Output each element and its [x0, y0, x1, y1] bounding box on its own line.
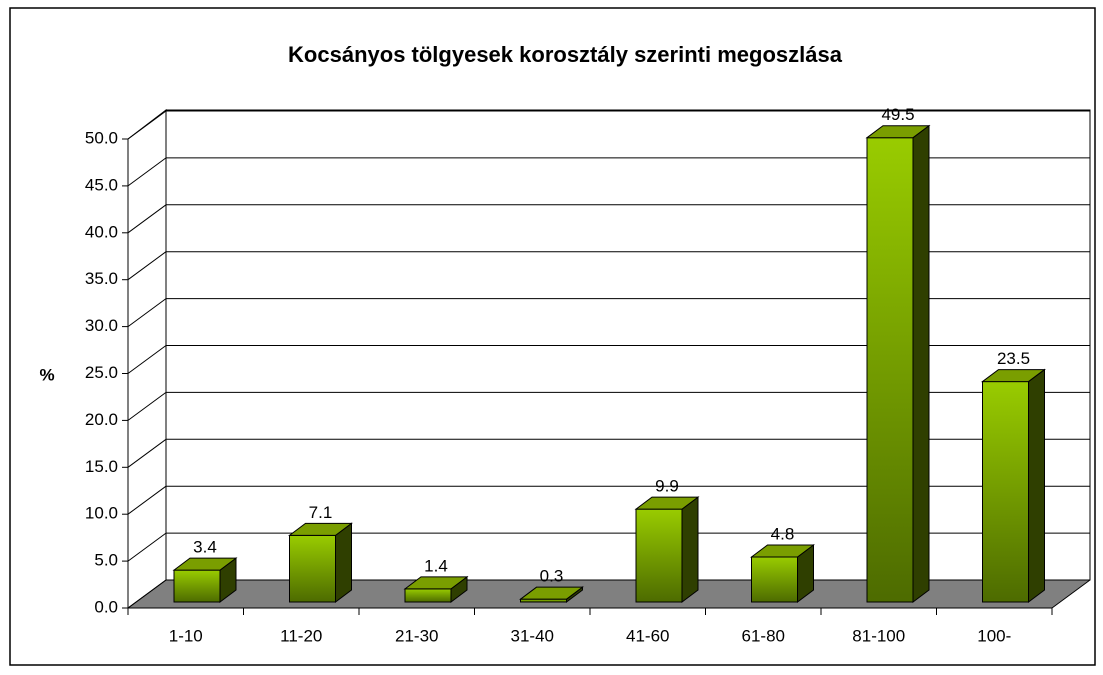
- bar-top: [981, 369, 1046, 383]
- bar-top: [750, 544, 815, 558]
- y-tick-label: 20.0: [85, 410, 118, 429]
- y-tick-label: 45.0: [85, 175, 118, 194]
- x-tick-label: 11-20: [280, 626, 322, 645]
- y-tick-label: 5.0: [94, 551, 118, 570]
- chart-title: Kocsányos tölgyesek korosztály szerinti …: [288, 42, 843, 67]
- x-tick-label: 41-60: [626, 626, 669, 645]
- floor: [128, 580, 1090, 608]
- x-tick-label: 61-80: [742, 626, 785, 645]
- grid-line: [127, 438, 167, 468]
- bar-top: [403, 576, 469, 590]
- y-tick-label: 50.0: [85, 128, 118, 147]
- bar-side: [1028, 368, 1045, 603]
- value-label: 0.3: [540, 567, 564, 586]
- value-label: 23.5: [997, 349, 1030, 368]
- y-tick-label: 15.0: [85, 457, 118, 476]
- value-label: 49.5: [881, 105, 914, 124]
- bar: [404, 588, 452, 603]
- value-label: 1.4: [424, 556, 448, 575]
- bar: [982, 381, 1029, 603]
- bar: [866, 137, 914, 603]
- grid-line: [127, 391, 167, 421]
- grid-line: [127, 579, 167, 609]
- x-tick-label: 81-100: [852, 626, 905, 645]
- bar-top: [288, 522, 353, 536]
- x-tick-label: 1-10: [169, 626, 203, 645]
- bar-side: [335, 522, 352, 603]
- y-tick-label: 35.0: [85, 269, 118, 288]
- bar: [289, 534, 336, 603]
- value-label: 4.8: [771, 524, 795, 543]
- bar-top: [172, 557, 238, 571]
- bar-top: [634, 496, 700, 510]
- floor-edge: [1051, 579, 1091, 609]
- y-tick-label: 40.0: [85, 222, 118, 241]
- y-tick-label: 10.0: [85, 504, 118, 523]
- grid-line: [127, 345, 167, 374]
- x-tick-label: 21-30: [395, 626, 438, 645]
- value-label: 9.9: [655, 477, 679, 496]
- grid-line: [127, 204, 167, 234]
- value-label: 7.1: [309, 503, 333, 522]
- y-axis-label: %: [39, 365, 54, 384]
- value-label: 3.4: [193, 538, 217, 557]
- y-tick-label: 0.0: [94, 597, 118, 616]
- bar: [635, 508, 683, 603]
- grid-line: [127, 251, 167, 281]
- x-tick-label: 31-40: [511, 626, 554, 645]
- bar: [173, 569, 221, 603]
- grid-line: [127, 532, 167, 562]
- y-tick-label: 30.0: [85, 316, 118, 335]
- bar-side: [912, 124, 930, 603]
- grid-line: [127, 110, 167, 140]
- grid-line: [127, 298, 167, 328]
- grid-line: [127, 157, 167, 187]
- bar-top: [865, 125, 931, 139]
- bar: [751, 556, 798, 603]
- bar-side: [681, 496, 699, 603]
- bar-top: [519, 586, 584, 600]
- grid-line: [127, 485, 167, 515]
- x-tick-label: 100-: [977, 626, 1011, 645]
- y-tick-label: 25.0: [85, 363, 118, 382]
